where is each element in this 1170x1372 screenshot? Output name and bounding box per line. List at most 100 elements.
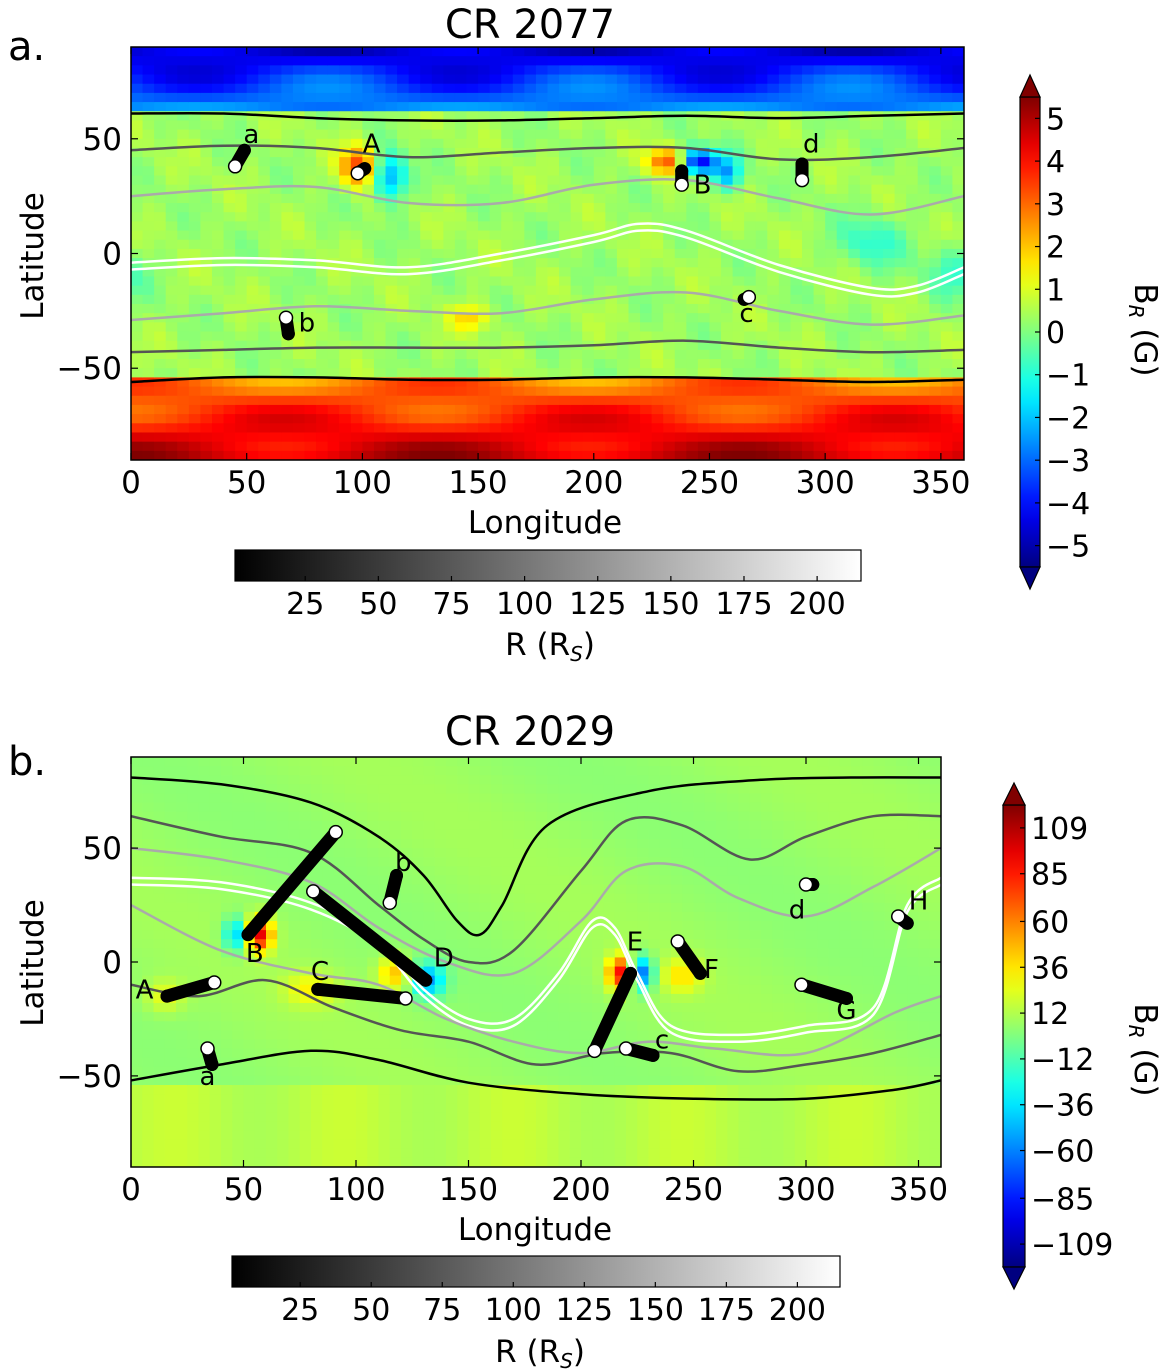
heatmap-cell xyxy=(559,359,572,369)
heatmap-cell xyxy=(221,930,233,940)
heatmap-cell xyxy=(709,340,722,351)
heatmap-cell xyxy=(663,423,676,434)
heatmap-cell xyxy=(709,267,722,278)
heatmap-cell xyxy=(640,414,653,424)
heatmap-cell xyxy=(269,129,282,140)
heatmap-cell xyxy=(142,203,155,213)
heatmap-cell xyxy=(187,1121,200,1132)
heatmap-cell xyxy=(269,294,282,305)
heatmap-cell xyxy=(524,120,537,131)
heatmap-cell xyxy=(200,83,213,94)
heatmap-cell xyxy=(663,432,676,443)
heatmap-cell xyxy=(871,386,884,397)
heatmap-cell xyxy=(836,74,849,85)
heatmap-cell xyxy=(397,267,410,278)
heatmap-cell xyxy=(767,322,780,333)
heatmap-cell xyxy=(778,184,792,195)
heatmap-cell xyxy=(755,147,768,158)
heatmap-cell xyxy=(266,939,278,949)
heatmap-cell xyxy=(674,359,687,369)
heatmap-cell xyxy=(906,359,919,369)
heatmap-cell xyxy=(883,193,896,204)
heatmap-cell xyxy=(420,303,433,314)
heatmap-cell xyxy=(235,74,248,85)
heatmap-cell xyxy=(142,1094,155,1104)
heatmap-cell xyxy=(605,423,618,434)
heatmap-cell xyxy=(502,893,515,904)
heatmap-cell xyxy=(570,313,583,323)
heatmap-cell xyxy=(420,157,433,167)
heatmap-cell xyxy=(570,203,583,213)
heatmap-cell xyxy=(802,47,815,57)
heatmap-cell xyxy=(277,866,290,877)
heatmap-cell xyxy=(593,386,606,397)
heatmap-cell xyxy=(894,267,907,278)
heatmap-cell xyxy=(535,404,549,415)
heatmap-cell xyxy=(651,83,664,94)
heatmap-cell xyxy=(327,120,340,131)
heatmap-cell xyxy=(362,294,375,305)
heatmap-cell xyxy=(408,450,421,460)
heatmap-cell xyxy=(883,65,896,76)
heatmap-cell xyxy=(593,56,606,66)
heatmap-cell xyxy=(258,359,271,369)
heatmap-cell xyxy=(198,1130,211,1141)
heatmap-cell xyxy=(356,848,368,858)
heatmap-cell xyxy=(311,1112,323,1123)
heatmap-cell xyxy=(559,203,572,213)
heatmap-cell xyxy=(790,276,803,287)
heatmap-cell xyxy=(408,74,421,85)
heatmap-cell xyxy=(744,377,757,388)
heatmap-cell xyxy=(501,423,514,434)
heatmap-cell xyxy=(223,303,236,314)
heatmap-cell xyxy=(198,1139,211,1150)
heatmap-cell xyxy=(489,450,502,460)
heatmap-cell xyxy=(154,414,167,424)
heatmap-cell xyxy=(628,193,641,204)
heatmap-cell xyxy=(512,175,525,186)
heatmap-cell xyxy=(524,829,537,840)
heatmap-cell xyxy=(802,74,815,85)
heatmap-cell xyxy=(131,1157,143,1167)
heatmap-cell xyxy=(466,285,479,296)
heatmap-cell xyxy=(211,175,225,186)
heatmap-cell xyxy=(356,857,368,867)
heatmap-cell xyxy=(177,147,190,158)
heatmap-cell xyxy=(221,848,233,858)
heatmap-cell xyxy=(502,1039,515,1050)
heatmap-cell xyxy=(367,757,380,767)
heatmap-cell xyxy=(778,349,792,360)
heatmap-cell xyxy=(304,56,317,66)
heatmap-cell xyxy=(187,784,200,795)
chart-title-a: CR 2077 xyxy=(445,2,615,48)
heatmap-cell xyxy=(478,368,491,378)
heatmap-cell xyxy=(269,285,282,296)
heatmap-cell xyxy=(431,111,444,122)
heatmap-cell xyxy=(258,450,271,460)
heatmap-cell xyxy=(778,441,792,452)
heatmap-cell xyxy=(322,757,335,767)
heatmap-cell xyxy=(408,303,421,314)
heatmap-cell xyxy=(288,911,301,922)
heatmap-cell xyxy=(164,1012,177,1022)
heatmap-cell xyxy=(177,331,190,342)
heatmap-cell xyxy=(211,221,225,232)
heatmap-cell xyxy=(674,285,687,296)
heatmap-cell xyxy=(401,811,413,822)
heatmap-cell xyxy=(397,221,410,232)
heatmap-cell xyxy=(385,340,398,351)
heatmap-cell xyxy=(223,203,236,213)
heatmap-cell xyxy=(535,193,549,204)
heatmap-cell xyxy=(491,984,503,995)
distance-tick-label: 75 xyxy=(432,587,470,622)
heatmap-cell xyxy=(367,839,380,849)
heatmap-cell xyxy=(304,441,317,452)
heatmap-cell xyxy=(254,1139,267,1150)
heatmap-cell xyxy=(389,784,402,795)
heatmap-cell xyxy=(266,1103,278,1113)
heatmap-cell xyxy=(859,322,873,333)
heatmap-cell xyxy=(940,129,954,140)
heatmap-cell xyxy=(408,276,421,287)
heatmap-cell xyxy=(940,258,954,268)
heatmap-cell xyxy=(697,294,711,305)
